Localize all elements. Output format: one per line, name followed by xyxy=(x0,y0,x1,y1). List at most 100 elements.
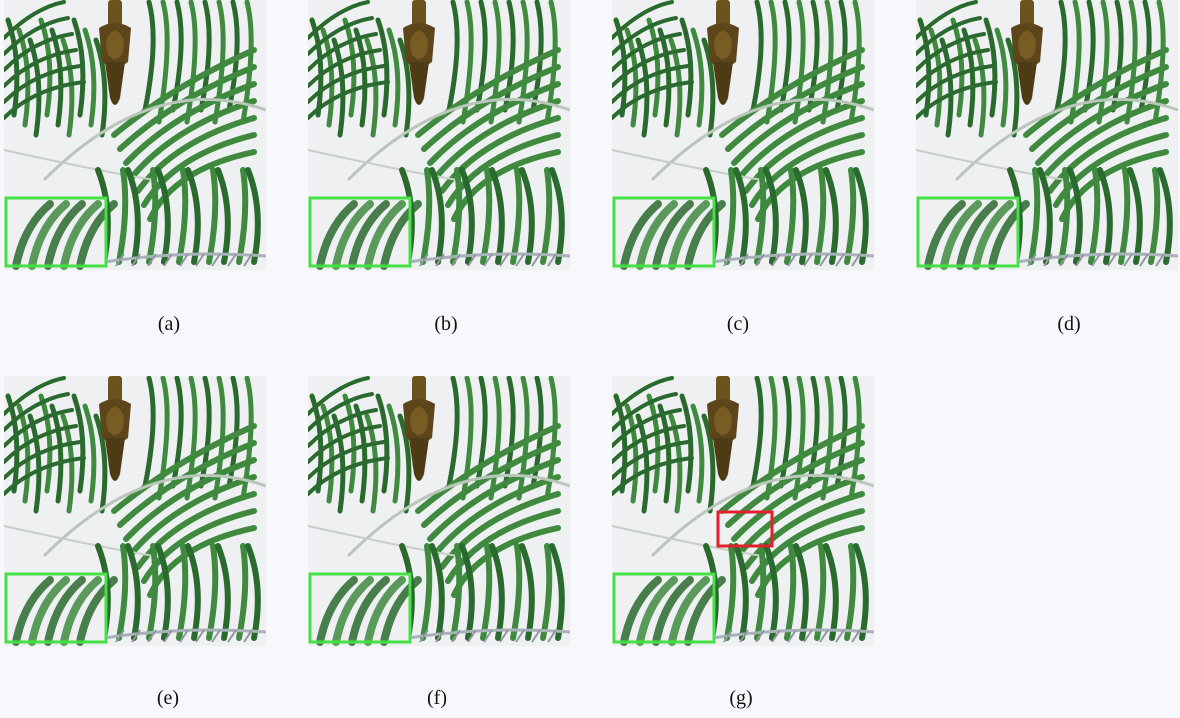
ornament-highlight xyxy=(714,407,732,435)
leaf-mark xyxy=(853,543,869,641)
leaf-mark xyxy=(480,543,493,641)
leaf-mark xyxy=(206,167,219,265)
leaf-mark xyxy=(778,376,792,489)
stem-arc xyxy=(407,252,570,264)
leaf-mark xyxy=(519,167,535,265)
leaf-mark xyxy=(820,0,834,125)
panel-g xyxy=(612,376,874,646)
leaf-mark xyxy=(724,543,737,641)
leaf-mark xyxy=(784,543,797,641)
stem-tick xyxy=(451,253,461,267)
leaf-mark xyxy=(719,47,865,138)
stem-tick xyxy=(211,253,221,267)
stem-tick xyxy=(1123,253,1133,267)
caption-a: (a) xyxy=(157,313,181,335)
stem-tick xyxy=(499,253,509,267)
inset-leaf-mark xyxy=(380,200,422,270)
brass-ornament xyxy=(1011,0,1043,105)
brass-ornament xyxy=(707,376,739,481)
stem-tick xyxy=(211,629,221,643)
leaf-mark xyxy=(5,17,20,118)
inset-leaf-mark xyxy=(924,200,966,270)
inset-leaf-mark xyxy=(44,576,86,646)
leaf-mark xyxy=(433,98,561,180)
leaf-mark xyxy=(308,440,386,480)
stem-arc xyxy=(711,252,874,264)
leaf-mark xyxy=(612,48,686,88)
zoom-inset xyxy=(916,196,1030,270)
leaf-mark xyxy=(1037,167,1053,265)
leaf-mark xyxy=(176,167,189,265)
leaf-mark xyxy=(690,403,705,504)
stem-tick xyxy=(547,253,557,267)
inset-leaf-mark xyxy=(684,200,726,270)
leaf-mark xyxy=(71,17,86,118)
leaf-mark xyxy=(123,457,257,542)
leaf-mark xyxy=(1058,167,1071,265)
leaf-mark xyxy=(1005,37,1020,138)
inset-leaf-mark xyxy=(620,200,662,270)
leaf-mark xyxy=(93,413,108,514)
zoom-inset xyxy=(308,196,422,270)
leaf-mark xyxy=(1035,81,1169,166)
leaf-mark xyxy=(701,37,716,138)
ornament-neck xyxy=(716,376,730,404)
leaf-mark xyxy=(814,167,827,265)
leaf-mark xyxy=(488,0,502,125)
leaf-mark xyxy=(613,17,628,118)
leaf-mark xyxy=(754,543,767,641)
leaf-mark xyxy=(146,543,159,641)
leaf-mark xyxy=(5,393,20,494)
leaf-mark xyxy=(612,16,678,56)
leaf-mark xyxy=(792,376,806,501)
leaf-mark xyxy=(983,17,998,118)
leaf-mark xyxy=(446,0,460,113)
leaf-mark xyxy=(439,115,561,194)
stem-arc xyxy=(650,97,874,182)
leaf-mark xyxy=(1028,167,1041,265)
ornament-highlight xyxy=(106,31,124,59)
inset-leaf-mark xyxy=(988,200,1030,270)
stem-arc xyxy=(346,97,570,182)
leaf-mark xyxy=(429,543,445,641)
stem-arc xyxy=(346,473,570,558)
leaf-mark xyxy=(71,393,86,494)
leaf-mark xyxy=(129,474,257,556)
brass-ornament xyxy=(403,0,435,105)
zoom-inset xyxy=(308,572,422,646)
stem-tick xyxy=(467,629,477,643)
inset-leaf-mark xyxy=(44,200,86,270)
stem-tick xyxy=(163,629,173,643)
stem-tick xyxy=(787,629,797,643)
leaf-mark xyxy=(397,413,412,514)
stem-tick xyxy=(803,253,813,267)
foliage xyxy=(612,0,874,267)
leaf-mark xyxy=(135,491,257,570)
leaf-mark xyxy=(82,403,97,504)
stem-arc xyxy=(42,97,266,182)
leaf-mark xyxy=(4,408,74,448)
leaf-mark xyxy=(613,393,628,494)
stem-arc xyxy=(103,252,266,264)
leaf-mark xyxy=(733,167,749,265)
leaf-mark xyxy=(701,413,716,514)
leaf-mark xyxy=(386,403,401,504)
leaf-mark xyxy=(420,167,433,265)
leaf-mark xyxy=(725,440,865,528)
leaf-mark xyxy=(792,0,806,125)
leaf-mark xyxy=(737,474,865,556)
leaf-mark xyxy=(308,392,374,432)
leaf-mark xyxy=(540,167,553,265)
foliage xyxy=(4,0,266,267)
leaf-mark xyxy=(415,423,561,514)
leaf-mark xyxy=(763,543,779,641)
leaf-mark xyxy=(612,424,686,464)
leaf-mark xyxy=(212,0,226,125)
ornament-neck xyxy=(108,0,122,28)
stem-arc xyxy=(612,525,763,557)
leaf-mark xyxy=(170,376,184,489)
stem-tick xyxy=(499,629,509,643)
leaf-mark xyxy=(125,543,141,641)
leaf-mark xyxy=(994,27,1009,128)
leaf-mark xyxy=(690,27,705,128)
